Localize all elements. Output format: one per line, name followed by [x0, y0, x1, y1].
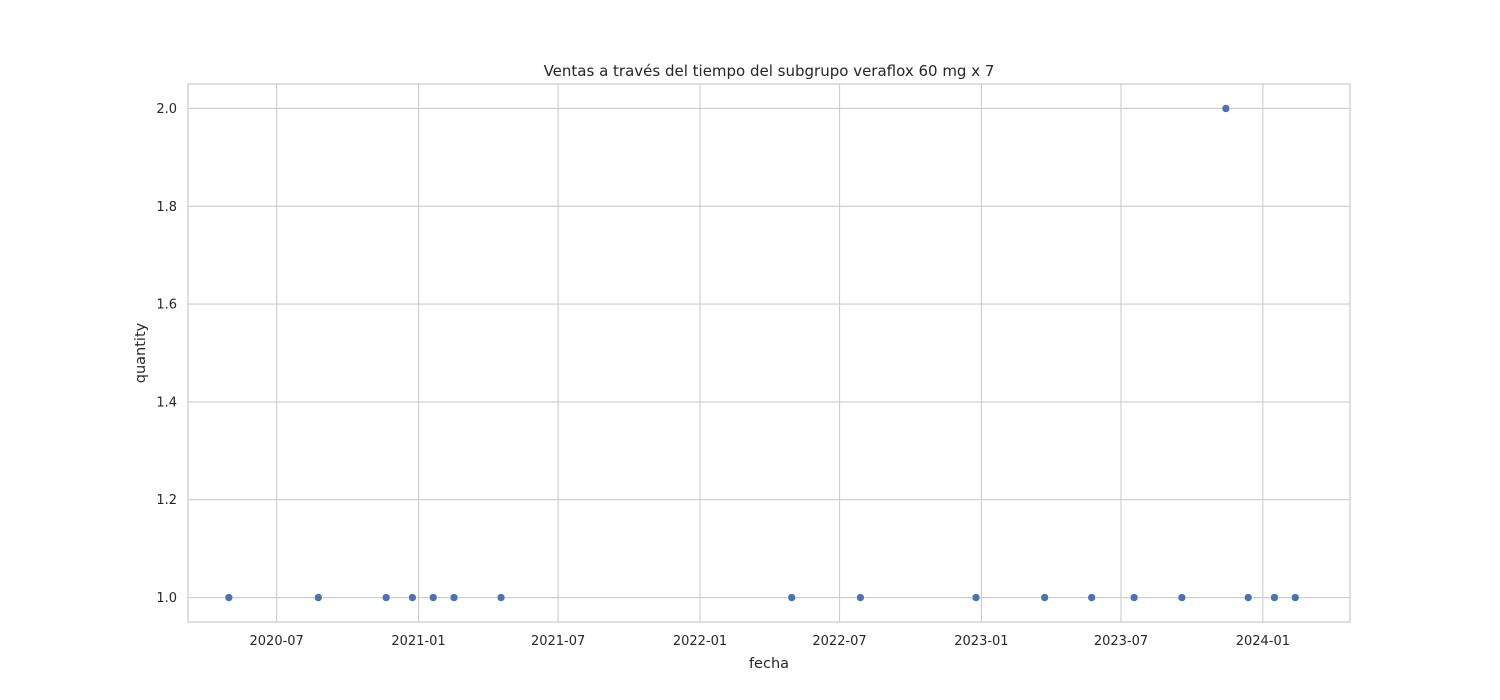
- y-tick-label: 1.4: [156, 395, 177, 410]
- data-point: [1243, 593, 1253, 602]
- x-tick-label: 2024-01: [1236, 634, 1290, 649]
- tick-labels: 2020-07 2021-01 2021-07 2022-01 2022-07 2023-…: [156, 102, 1290, 649]
- plot-area: [188, 84, 1350, 622]
- data-point: [1221, 104, 1231, 113]
- data-point: [1290, 593, 1300, 602]
- data-point: [1040, 593, 1049, 602]
- data-point: [1087, 593, 1096, 602]
- x-tick-label: 2023-01: [954, 634, 1008, 649]
- x-tick-label: 2020-07: [250, 634, 304, 649]
- y-tick-label: 2.0: [156, 102, 177, 117]
- x-tick-label: 2022-01: [673, 634, 727, 649]
- x-axis-label: fecha: [749, 656, 789, 672]
- data-point: [1270, 593, 1279, 602]
- data-point: [314, 593, 323, 602]
- grid-lines: [188, 84, 1350, 622]
- data-point: [1177, 593, 1187, 602]
- x-tick-label: 2022-07: [812, 634, 866, 649]
- chart-title: Ventas a través del tiempo del subgrupo …: [544, 62, 995, 80]
- data-point: [428, 593, 438, 602]
- data-point: [787, 593, 797, 602]
- plot-frame: [187, 83, 1351, 623]
- data-point: [971, 593, 981, 602]
- data-points: [224, 104, 1300, 602]
- y-tick-label: 1.2: [156, 493, 177, 508]
- data-point: [1129, 593, 1139, 602]
- data-point: [224, 593, 234, 602]
- x-tick-label: 2021-07: [531, 634, 585, 649]
- data-point: [496, 593, 506, 602]
- y-tick-label: 1.8: [156, 200, 177, 215]
- data-point: [449, 593, 459, 602]
- y-tick-label: 1.0: [156, 591, 177, 606]
- data-point: [381, 593, 391, 602]
- x-tick-label: 2023-07: [1094, 634, 1148, 649]
- x-tick-label: 2021-01: [391, 634, 445, 649]
- y-tick-label: 1.6: [156, 298, 177, 313]
- y-axis-label: quantity: [133, 322, 149, 383]
- data-point: [856, 593, 865, 602]
- data-point: [408, 593, 417, 602]
